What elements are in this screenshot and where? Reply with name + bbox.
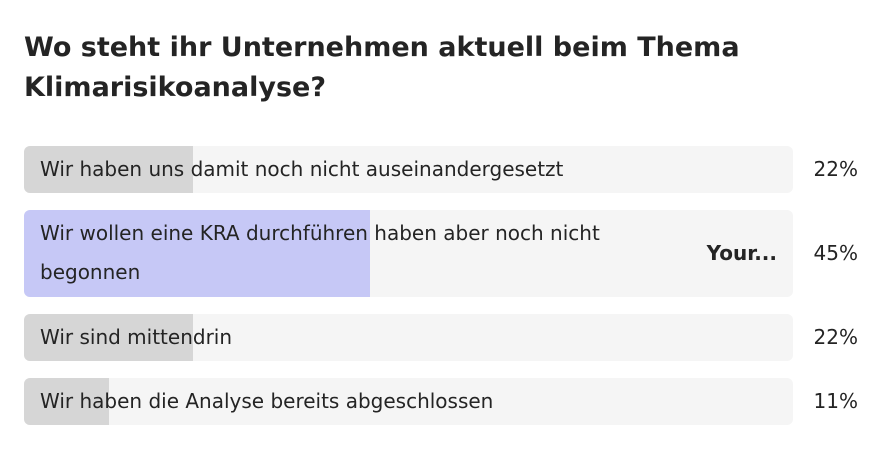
- poll-option[interactable]: Wir wollen eine KRA durchführen haben ab…: [24, 210, 793, 297]
- result-bar: [24, 146, 194, 193]
- option-label: Wir haben die Analyse bereits abgeschlos…: [40, 389, 494, 413]
- percent-label: 22%: [813, 324, 858, 349]
- percent-label: 22%: [813, 156, 858, 181]
- your-vote-badge: Your...: [706, 240, 777, 265]
- poll-option[interactable]: Wir sind mittendrin: [24, 314, 793, 361]
- percent-label: 11%: [813, 388, 858, 413]
- option-label: Wir haben uns damit noch nicht auseinand…: [40, 157, 564, 181]
- option-label: Wir wollen eine KRA durchführen haben ab…: [40, 221, 600, 284]
- poll-option[interactable]: Wir haben die Analyse bereits abgeschlos…: [24, 378, 793, 425]
- result-bar: [24, 314, 194, 361]
- result-bar: [24, 210, 371, 297]
- percent-label: 45%: [813, 240, 858, 265]
- poll-title: Wo steht ihr Unternehmen aktuell beim Th…: [24, 32, 740, 103]
- option-label: Wir sind mittendrin: [40, 325, 233, 349]
- result-bar: [24, 378, 109, 425]
- poll-option[interactable]: Wir haben uns damit noch nicht auseinand…: [24, 146, 793, 193]
